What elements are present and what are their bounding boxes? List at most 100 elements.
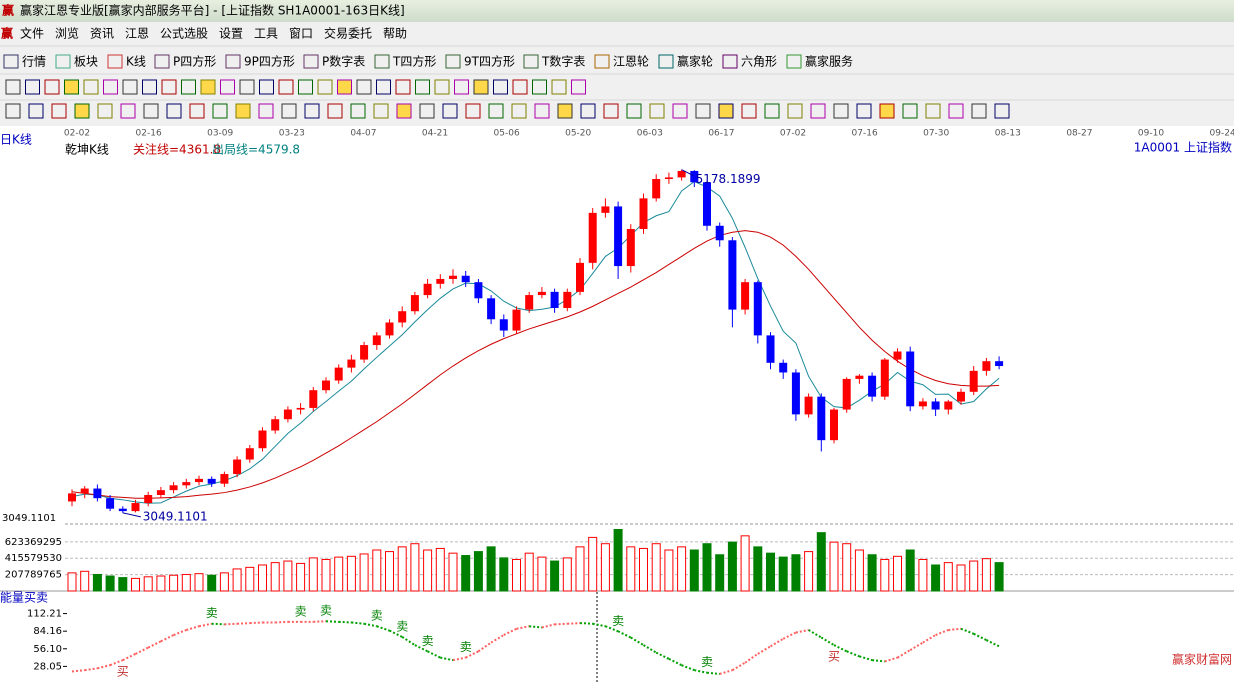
icon-button[interactable] (120, 103, 136, 119)
icon-button[interactable] (434, 79, 450, 95)
icon-button[interactable] (488, 103, 504, 119)
icon-button[interactable] (419, 103, 435, 119)
menu-item[interactable]: 浏览 (55, 26, 79, 41)
icon-button[interactable] (259, 79, 274, 95)
icon-button[interactable] (810, 103, 826, 119)
icon-button[interactable] (395, 79, 411, 95)
icon-button[interactable] (142, 79, 157, 95)
icon-button[interactable] (25, 79, 40, 95)
tool-button[interactable]: 六角形 (741, 55, 777, 69)
icon-button[interactable] (97, 103, 113, 119)
menu-item[interactable]: 工具 (254, 27, 278, 41)
icon-button[interactable] (856, 103, 872, 119)
icon-button[interactable] (741, 103, 757, 119)
icon-button[interactable] (103, 79, 118, 95)
menu-item[interactable]: 资讯 (90, 27, 114, 41)
icon-button[interactable] (551, 79, 567, 95)
icon-button[interactable] (473, 79, 489, 95)
icon-button[interactable] (580, 103, 596, 119)
icon-button[interactable] (350, 103, 366, 119)
icon-button[interactable] (557, 103, 573, 119)
icon-button[interactable] (764, 103, 780, 119)
icon-button[interactable] (695, 103, 711, 119)
icon-button[interactable] (512, 79, 528, 95)
icon-button[interactable] (220, 79, 235, 95)
icon-button[interactable] (181, 79, 196, 95)
icon-button[interactable] (5, 79, 21, 95)
icon-button[interactable] (649, 103, 665, 119)
tool-button[interactable]: 行情 (22, 55, 46, 69)
tool-button[interactable]: 板块 (74, 55, 98, 69)
icon-button[interactable] (74, 103, 90, 119)
menu-item[interactable]: 窗口 (289, 27, 313, 41)
icon-button[interactable] (304, 103, 320, 119)
icon-button[interactable] (281, 103, 297, 119)
tool-button[interactable]: 赢家服务 (805, 54, 853, 69)
menu-item[interactable]: 交易委托 (324, 26, 372, 41)
icon-button[interactable] (5, 103, 21, 119)
icon-button[interactable] (454, 79, 469, 95)
icon-button[interactable] (212, 103, 228, 119)
tool-button[interactable]: 赢家轮 (677, 54, 713, 69)
icon-button[interactable] (718, 103, 734, 119)
icon-button[interactable] (626, 103, 642, 119)
tool-button[interactable]: P四方形 (173, 54, 216, 69)
icon-button[interactable] (672, 103, 688, 119)
icon-button[interactable] (603, 103, 619, 119)
icon-button[interactable] (415, 79, 430, 95)
icon-button[interactable] (239, 79, 255, 95)
icon-button[interactable] (511, 103, 527, 119)
icon-button[interactable] (317, 79, 333, 95)
signal-label: 卖 (206, 606, 218, 620)
tool-button[interactable]: T四方形 (392, 54, 436, 69)
icon-button[interactable] (258, 103, 274, 119)
icon-button[interactable] (971, 103, 987, 119)
icon-button[interactable] (532, 79, 547, 95)
tool-button[interactable]: 9T四方形 (464, 54, 515, 69)
icon-button[interactable] (83, 79, 99, 95)
icon-button[interactable] (373, 103, 389, 119)
icon-button[interactable] (64, 79, 79, 95)
icon-button[interactable] (948, 103, 964, 119)
icon-button[interactable] (278, 79, 294, 95)
icon-button[interactable] (235, 103, 251, 119)
tool-button[interactable]: 江恩轮 (613, 55, 649, 69)
menu-item[interactable]: 设置 (219, 27, 243, 41)
icon-button[interactable] (534, 103, 550, 119)
icon-button[interactable] (396, 103, 412, 119)
icon-button[interactable] (44, 79, 60, 95)
icon-button[interactable] (571, 79, 586, 95)
icon-button[interactable] (879, 103, 895, 119)
candle-body (588, 212, 597, 263)
icon-button[interactable] (493, 79, 508, 95)
icon-button[interactable] (787, 103, 803, 119)
icon-button[interactable] (200, 79, 216, 95)
icon-button[interactable] (122, 79, 138, 95)
icon-button[interactable] (833, 103, 849, 119)
icon-button[interactable] (189, 103, 205, 119)
icon-button[interactable] (337, 79, 352, 95)
icon-button[interactable] (465, 103, 481, 119)
menu-item[interactable]: 文件 (20, 26, 44, 41)
menu-item[interactable]: 公式选股 (160, 27, 208, 41)
menu-item[interactable]: 江恩 (125, 27, 149, 41)
icon-button[interactable] (28, 103, 44, 119)
icon-button[interactable] (143, 103, 159, 119)
icon-button[interactable] (994, 103, 1010, 119)
icon-button[interactable] (166, 103, 182, 119)
icon-button[interactable] (327, 103, 343, 119)
tool-button[interactable]: 9P四方形 (244, 54, 295, 69)
icon-button[interactable] (442, 103, 458, 119)
icon-button[interactable] (376, 79, 391, 95)
icon-button[interactable] (298, 79, 313, 95)
tool-button[interactable]: T数字表 (541, 54, 585, 69)
menu-item[interactable]: 帮助 (383, 27, 407, 41)
icon-button[interactable] (925, 103, 941, 119)
icon-button[interactable] (902, 103, 918, 119)
icon-button[interactable] (51, 103, 67, 119)
tool-button[interactable]: K线 (126, 55, 146, 69)
volume-bar (727, 541, 737, 592)
tool-button[interactable]: P数字表 (322, 54, 365, 69)
icon-button[interactable] (356, 79, 372, 95)
icon-button[interactable] (161, 79, 177, 95)
